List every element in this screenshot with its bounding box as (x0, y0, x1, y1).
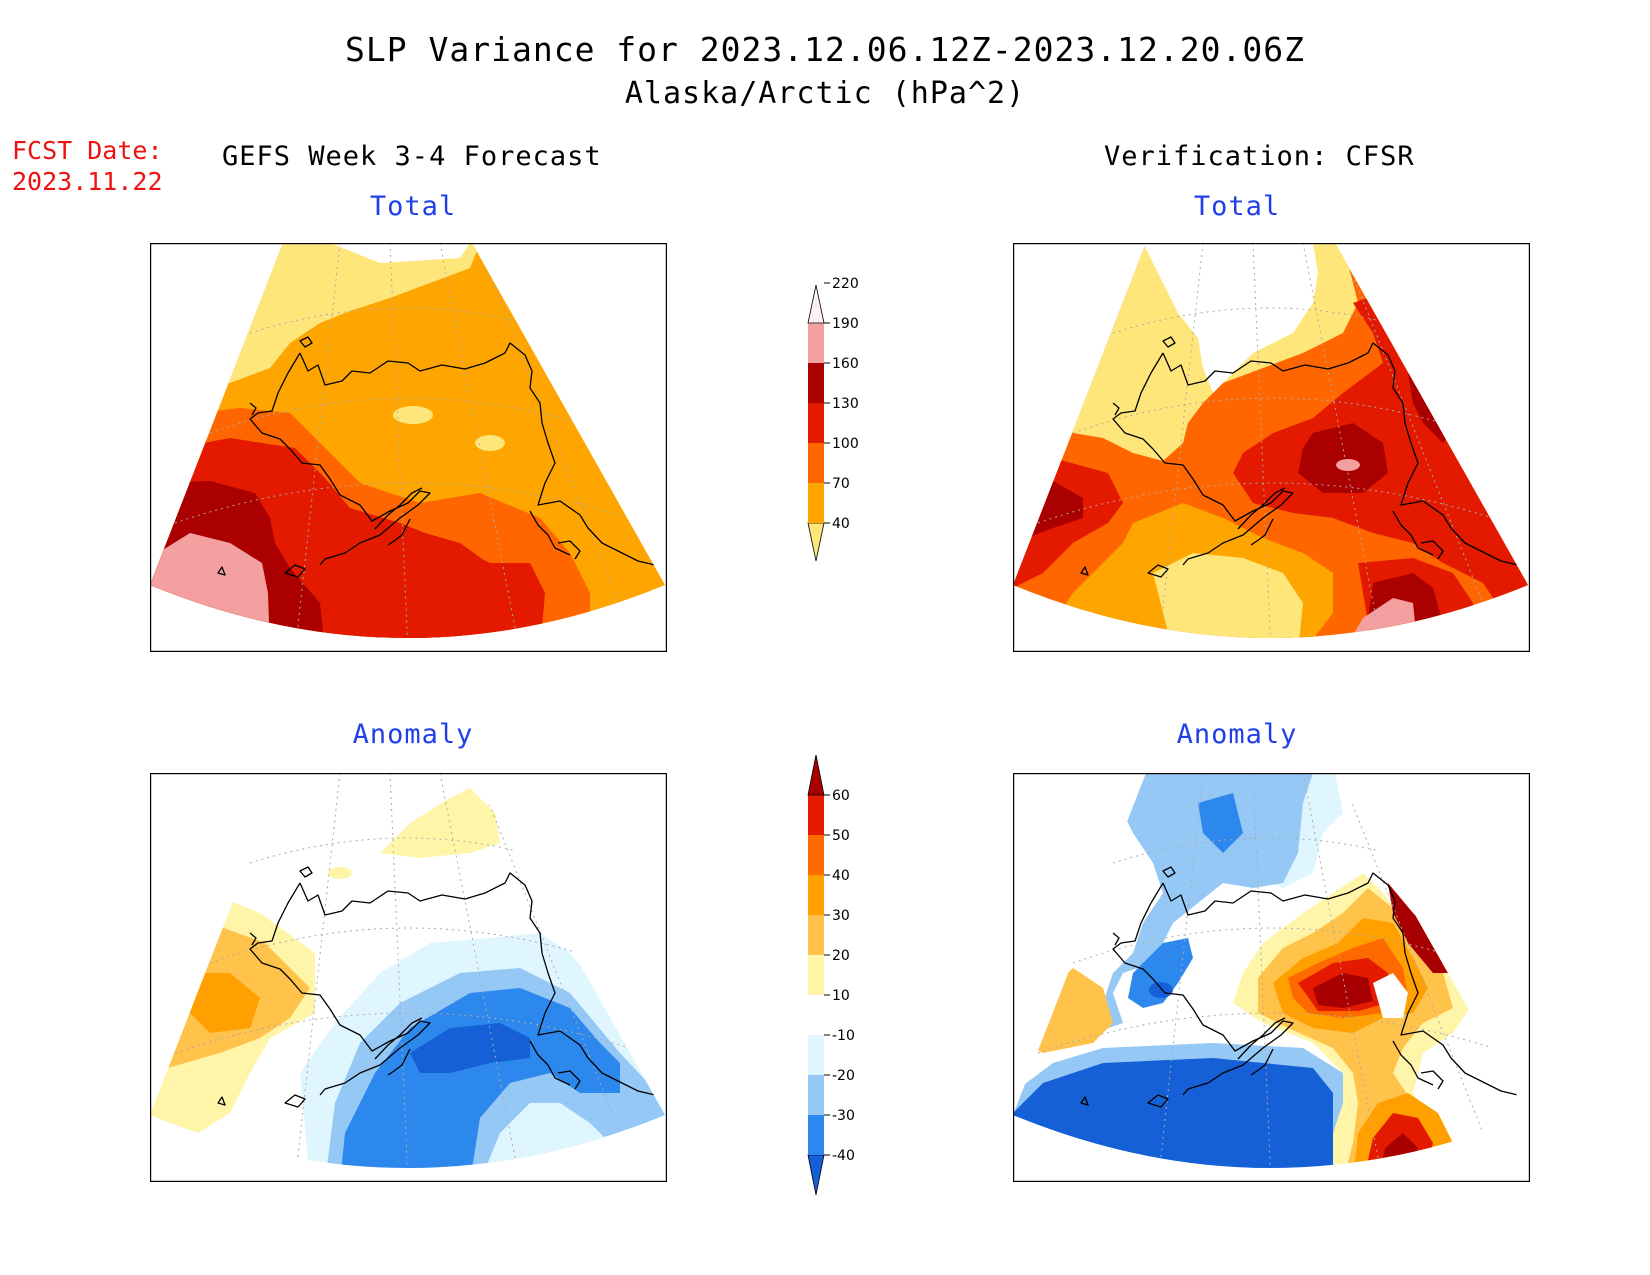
total-colorbar-swatch (808, 403, 824, 443)
total-colorbar-label: 220 (832, 276, 859, 292)
main-subtitle: Alaska/Arctic (hPa^2) (624, 76, 1026, 111)
anomaly-colorbar-swatch (808, 1115, 824, 1155)
total-colorbar-swatch (807, 284, 825, 324)
forecast-anomaly-subtitle: Anomaly (352, 719, 474, 750)
anomaly-colorbar-label: -40 (832, 1148, 855, 1164)
anomaly-colorbar-swatch (808, 1075, 824, 1115)
anomaly-colorbar-label: 30 (832, 908, 850, 924)
total-colorbar-swatch (808, 363, 824, 403)
total-colorbar-label: 190 (832, 316, 859, 332)
anomaly-colorbar-swatch (808, 915, 824, 955)
verification-anomaly-subtitle: Anomaly (1176, 719, 1298, 750)
anomaly-colorbar-label: -30 (832, 1108, 855, 1124)
anomaly-colorbar-label: 20 (832, 948, 850, 964)
total-colorbar: 40 70 100 130 160 190 220 (807, 276, 859, 562)
forecast-column-title: GEFS Week 3-4 Forecast (222, 141, 602, 172)
anomaly-colorbar: -40 -30 -20 -10 10 20 30 40 50 60 (807, 754, 855, 1196)
anomaly-colorbar-swatch (808, 835, 824, 875)
total-colorbar-swatch (808, 323, 824, 363)
total-colorbar-label: 130 (832, 396, 859, 412)
fcst-date-label: FCST Date: (12, 136, 163, 165)
verification-total-subtitle: Total (1193, 191, 1281, 222)
forecast-total-subtitle: Total (369, 191, 457, 222)
anomaly-colorbar-label: 50 (832, 828, 850, 844)
total-colorbar-label: 160 (832, 356, 859, 372)
anomaly-colorbar-label: -10 (832, 1028, 855, 1044)
forecast-total-map (150, 243, 667, 652)
fcst-date-value: 2023.11.22 (12, 167, 163, 196)
verification-column-title: Verification: CFSR (1104, 141, 1415, 172)
verification-anomaly-map (1013, 773, 1530, 1182)
forecast-anomaly-map (150, 773, 667, 1182)
anomaly-colorbar-label: 40 (832, 868, 850, 884)
anomaly-colorbar-swatch (808, 795, 824, 835)
anomaly-colorbar-label: 60 (832, 788, 850, 804)
verification-total-map (1013, 243, 1530, 652)
anomaly-colorbar-swatch (808, 875, 824, 915)
total-colorbar-swatch (807, 522, 825, 562)
anomaly-colorbar-swatch (807, 1154, 825, 1196)
total-colorbar-label: 70 (832, 476, 850, 492)
total-colorbar-label: 100 (832, 436, 859, 452)
total-colorbar-label: 40 (832, 516, 850, 532)
anomaly-colorbar-swatch (808, 1035, 824, 1075)
anomaly-colorbar-swatch (808, 955, 824, 995)
main-title: SLP Variance for 2023.12.06.12Z-2023.12.… (345, 30, 1305, 69)
anomaly-colorbar-label: -20 (832, 1068, 855, 1084)
anomaly-colorbar-swatch (807, 754, 825, 796)
total-colorbar-swatch (808, 443, 824, 483)
anomaly-colorbar-label: 10 (832, 988, 850, 1004)
anomaly-colorbar-swatch (808, 995, 824, 1035)
total-colorbar-swatch (808, 483, 824, 523)
